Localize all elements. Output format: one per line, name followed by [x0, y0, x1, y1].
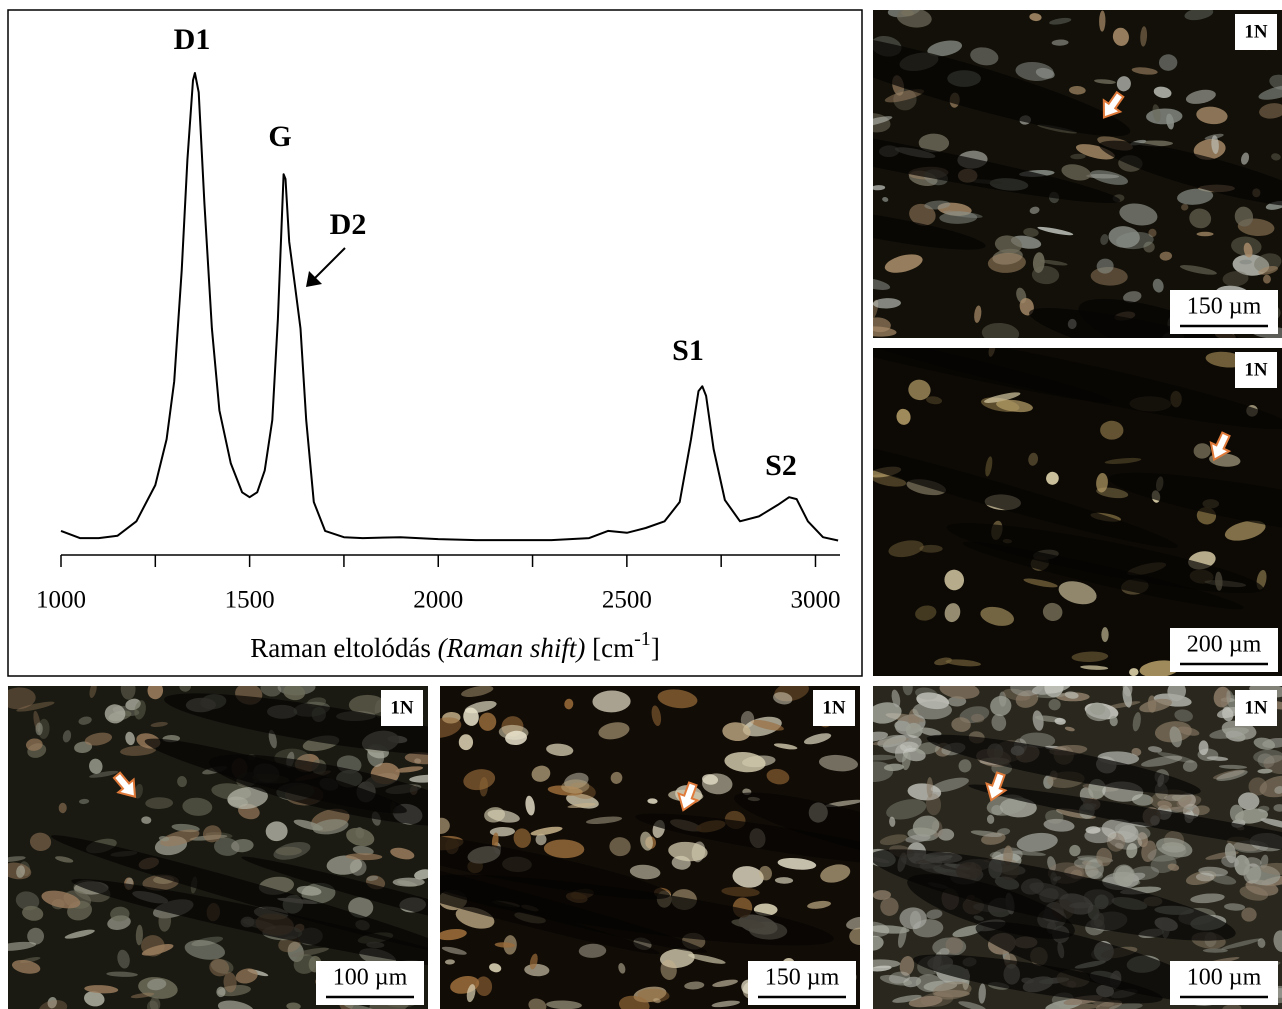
grain [899, 907, 926, 929]
peak-label: S2 [765, 449, 797, 482]
x-axis-label-part: Raman eltolódás [250, 633, 437, 663]
micrograph: 1N 100 µm [856, 675, 1282, 1009]
x-axis-label-part: (Raman shift) [438, 633, 586, 663]
scale-label: 150 µm [1187, 294, 1262, 320]
chart-frame [8, 10, 862, 676]
x-tick-label: 2000 [413, 587, 463, 614]
x-tick-label: 1000 [36, 587, 86, 614]
badge: 1N [390, 697, 414, 718]
x-axis-label: Raman eltolódás (Raman shift) [cm-1] [250, 628, 660, 664]
figure: 1000 1500 2000 2500 3000 Raman eltolódás (Ram… [0, 0, 1282, 1009]
x-axis-label-part: [cm [585, 633, 634, 663]
scale-label: 150 µm [765, 965, 840, 991]
grain [393, 878, 425, 887]
x-axis-label-part: -1 [634, 628, 651, 650]
x-tick-label: 2500 [602, 587, 652, 614]
grain [1197, 232, 1214, 237]
peak-label: S1 [672, 334, 704, 367]
scale-label: 100 µm [1187, 965, 1262, 991]
x-axis-label-part: ] [651, 633, 660, 663]
scale-label: 100 µm [333, 965, 408, 991]
scale-label: 200 µm [1187, 632, 1262, 658]
peak-label: G [268, 120, 291, 153]
peak-label: D1 [174, 23, 211, 56]
grain [1101, 627, 1108, 642]
x-tick-label: 1500 [225, 587, 275, 614]
badge: 1N [1244, 697, 1268, 718]
badge: 1N [1244, 21, 1268, 42]
badge: 1N [1244, 359, 1268, 380]
badge: 1N [822, 697, 846, 718]
peak-label: D2 [330, 208, 367, 241]
x-tick-label: 3000 [790, 587, 840, 614]
